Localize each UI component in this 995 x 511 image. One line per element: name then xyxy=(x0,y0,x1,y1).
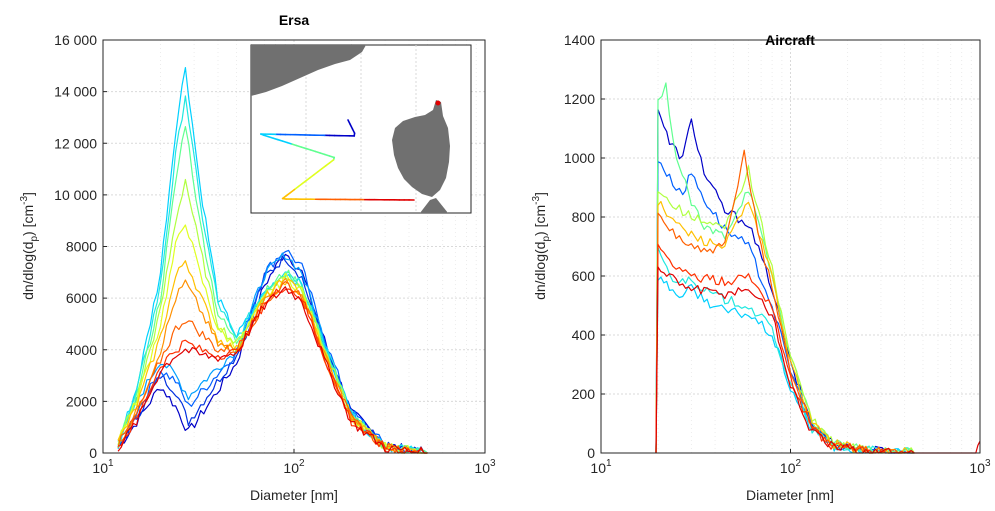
ersa-x-tick-label: 102 xyxy=(283,458,305,476)
ersa-y-axis-label: dn/dlog(dp) [cm-3] xyxy=(19,192,40,300)
aircraft-x-axis-label: Diameter [nm] xyxy=(746,487,834,503)
aircraft-y-tick-label: 1400 xyxy=(564,32,595,48)
ersa-y-tick-label: 6000 xyxy=(66,290,97,306)
ersa-series-line xyxy=(118,287,427,453)
aircraft-y-tick-label: 200 xyxy=(572,386,596,402)
aircraft-y-tick-label: 1000 xyxy=(564,150,595,166)
aircraft-series-layer xyxy=(656,83,980,453)
ersa-y-tick-label: 16 000 xyxy=(54,32,97,48)
aircraft-series-line xyxy=(656,110,914,454)
ersa-y-tick-label: 14 000 xyxy=(54,84,97,100)
ersa-y-tick-label: 12 000 xyxy=(54,135,97,151)
aircraft-y-axis-label: dn/dlog(dp) [cm-3] xyxy=(531,192,552,300)
ersa-y-tick-label: 10 000 xyxy=(54,187,97,203)
ersa-series-line xyxy=(118,282,427,453)
aircraft-x-tick-label: 102 xyxy=(780,458,802,476)
ersa-series-line xyxy=(118,180,427,454)
aircraft-y-tick-label: 800 xyxy=(572,209,596,225)
aircraft-y-tick-label: 1200 xyxy=(564,91,595,107)
aircraft-y-tick-label: 400 xyxy=(572,327,596,343)
aircraft-y-tick-label: 600 xyxy=(572,268,596,284)
inset-map xyxy=(251,45,471,213)
aircraft-series-line xyxy=(656,202,914,454)
aircraft-series-line xyxy=(656,166,914,453)
ersa-y-tick-label: 0 xyxy=(89,445,97,461)
ersa-y-tick-label: 2000 xyxy=(66,393,97,409)
ersa-chart-title: Ersa xyxy=(279,12,310,28)
ersa-y-tick-label: 4000 xyxy=(66,342,97,358)
aircraft-chart-title: Aircraft xyxy=(765,32,815,48)
aircraft-x-tick-label: 103 xyxy=(969,458,991,476)
aircraft-series-line xyxy=(656,150,914,453)
ersa-series-line xyxy=(118,289,427,453)
ersa-y-tick-label: 8000 xyxy=(66,239,97,255)
inset-ersa-marker xyxy=(436,101,441,106)
aircraft-y-tick-label: 0 xyxy=(587,445,595,461)
ersa-x-tick-label: 103 xyxy=(474,458,496,476)
ersa-x-axis-label: Diameter [nm] xyxy=(250,487,338,503)
